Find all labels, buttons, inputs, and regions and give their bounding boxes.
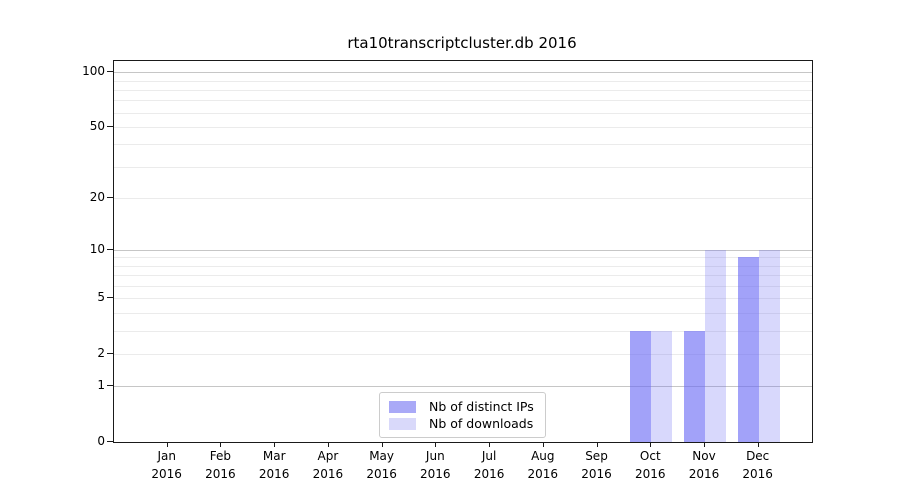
x-tick-label-dec: Dec 2016 — [726, 448, 790, 483]
y-tick-label-5: 5 — [97, 290, 105, 305]
legend-swatch-distinct-ips — [389, 400, 416, 413]
x-tick-dec — [757, 442, 759, 447]
x-tick-month: Jan — [157, 449, 176, 463]
x-tick-mar — [274, 442, 276, 447]
bar-dec-downloads — [758, 249, 780, 442]
gridline-minor-60 — [114, 112, 812, 114]
y-tick-label-1: 1 — [97, 378, 105, 393]
legend-item-downloads: Nb of downloads — [389, 416, 536, 431]
x-tick-month: Aug — [531, 449, 555, 463]
y-tick-5 — [107, 297, 113, 299]
x-tick-label-jul: Jul 2016 — [457, 448, 521, 483]
x-tick-may — [381, 442, 383, 447]
gridline-minor-80 — [114, 89, 812, 91]
x-tick-label-aug: Aug 2016 — [511, 448, 575, 483]
x-tick-label-nov: Nov 2016 — [672, 448, 736, 483]
gridline-major-100 — [114, 72, 812, 74]
bar-nov-downloads — [705, 249, 726, 442]
x-tick-month: Jul — [481, 449, 497, 463]
plot-area: Nb of distinct IPs Nb of downloads — [113, 60, 813, 443]
y-tick-1 — [107, 385, 113, 387]
y-tick-label-50: 50 — [89, 118, 105, 133]
x-tick-sep — [596, 442, 598, 447]
x-tick-year: 2016 — [366, 466, 397, 481]
x-tick-year: 2016 — [420, 466, 451, 481]
y-tick-label-100: 100 — [82, 64, 105, 79]
x-tick-month: Feb — [209, 449, 232, 463]
gridline-minor-20 — [114, 198, 812, 199]
legend-swatch-downloads — [389, 417, 416, 430]
bar-nov-distinct-ips — [684, 330, 705, 442]
gridline-minor-6 — [114, 286, 812, 287]
x-tick-label-jan: Jan 2016 — [135, 448, 199, 483]
x-tick-label-mar: Mar 2016 — [242, 448, 306, 483]
y-tick-label-20: 20 — [89, 190, 105, 204]
x-tick-label-sep: Sep 2016 — [565, 448, 629, 483]
bar-oct-distinct-ips — [630, 330, 652, 442]
x-tick-label-oct: Oct 2016 — [618, 448, 682, 483]
bar-oct-downloads — [651, 330, 673, 442]
x-tick-year: 2016 — [473, 466, 505, 481]
legend: Nb of distinct IPs Nb of downloads — [379, 392, 546, 438]
x-tick-month: Jun — [425, 449, 445, 463]
gridline-major-10 — [114, 249, 812, 251]
x-tick-jul — [489, 442, 491, 447]
x-tick-jan — [166, 442, 168, 447]
gridline-minor-3 — [114, 330, 812, 332]
x-tick-year: 2016 — [151, 466, 182, 481]
x-tick-aug — [542, 442, 544, 447]
x-tick-label-apr: Apr 2016 — [296, 448, 360, 483]
x-tick-month: Apr — [317, 449, 339, 463]
y-tick-10 — [107, 248, 113, 250]
x-tick-month: Mar — [262, 449, 286, 463]
y-tick-20 — [107, 197, 113, 198]
gridline-minor-50 — [114, 126, 812, 128]
x-tick-month: Nov — [692, 449, 716, 463]
gridline-minor-30 — [114, 166, 812, 168]
y-tick-label-10: 10 — [89, 241, 105, 256]
chart-title: rta10transcriptcluster.db 2016 — [347, 34, 577, 52]
legend-item-distinct-ips: Nb of distinct IPs — [389, 399, 536, 414]
x-tick-month: Oct — [639, 449, 661, 463]
legend-label-distinct-ips: Nb of distinct IPs — [429, 399, 534, 414]
gridline-minor-5 — [114, 298, 812, 300]
x-tick-year: 2016 — [581, 466, 612, 481]
x-tick-year: 2016 — [688, 466, 720, 481]
x-tick-label-jun: Jun 2016 — [403, 448, 467, 483]
gridline-minor-4 — [114, 313, 812, 314]
gridline-minor-70 — [114, 100, 812, 102]
x-tick-label-may: May 2016 — [350, 448, 414, 483]
x-tick-apr — [327, 442, 329, 447]
x-tick-year: 2016 — [312, 466, 344, 481]
x-tick-month: May — [369, 449, 394, 463]
x-tick-year: 2016 — [635, 466, 666, 481]
x-tick-month: Sep — [585, 449, 608, 463]
x-tick-year: 2016 — [527, 466, 559, 481]
y-tick-label-0: 0 — [97, 434, 105, 448]
y-tick-100 — [107, 71, 113, 73]
x-tick-nov — [704, 442, 705, 447]
y-tick-50 — [107, 125, 113, 127]
y-tick-label-2: 2 — [97, 345, 105, 360]
gridline-minor-2 — [114, 353, 812, 355]
legend-label-downloads: Nb of downloads — [429, 416, 534, 431]
y-tick-2 — [107, 352, 113, 354]
gridline-major-1 — [114, 386, 812, 388]
x-tick-feb — [220, 442, 222, 447]
x-tick-year: 2016 — [205, 466, 236, 481]
x-tick-year: 2016 — [258, 466, 290, 481]
bar-dec-distinct-ips — [737, 257, 759, 442]
gridline-minor-7 — [114, 275, 812, 277]
x-tick-year: 2016 — [742, 466, 773, 481]
x-tick-jun — [435, 442, 437, 447]
y-tick-0 — [107, 441, 113, 442]
gridline-minor-8 — [114, 265, 812, 267]
gridline-minor-40 — [114, 144, 812, 146]
x-tick-oct — [650, 442, 652, 447]
gridline-minor-9 — [114, 257, 812, 259]
x-tick-month: Dec — [746, 449, 770, 463]
gridline-minor-90 — [114, 80, 812, 82]
x-tick-label-feb: Feb 2016 — [188, 448, 252, 483]
